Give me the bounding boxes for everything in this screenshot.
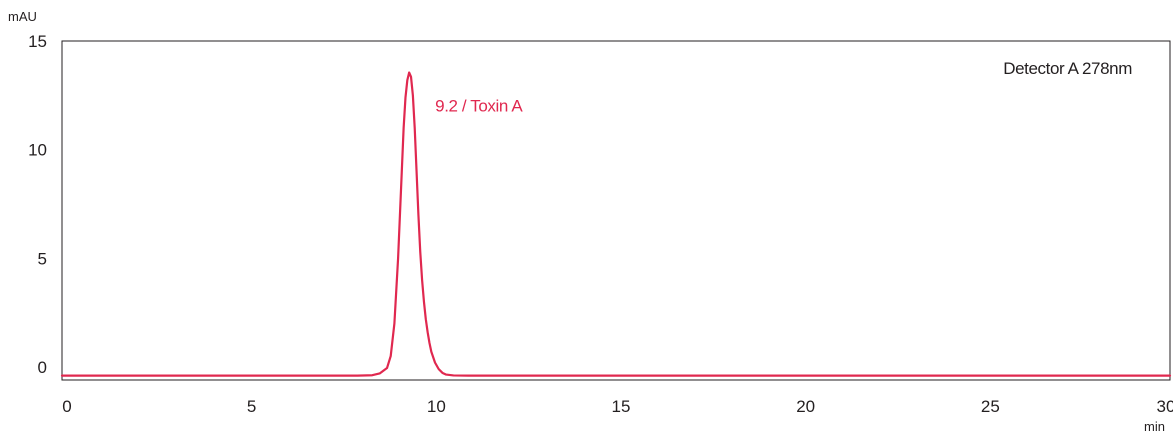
peak-labels: 9.2 / Toxin A — [435, 97, 524, 116]
plot-frame — [61, 40, 1171, 381]
y-tick-label: 5 — [38, 249, 47, 268]
x-axis-unit-label: min — [1144, 419, 1165, 434]
peak-label: 9.2 / Toxin A — [435, 97, 523, 116]
x-axis-ticks: 0 5 10 15 20 25 30 — [62, 397, 1173, 416]
x-tick-label: 0 — [62, 397, 71, 416]
x-tick-label: 30 — [1157, 397, 1173, 416]
x-tick-label: 5 — [247, 397, 256, 416]
y-axis-unit-label: mAU — [8, 9, 37, 24]
y-tick-label: 0 — [38, 358, 47, 377]
y-axis-ticks: 0 5 10 15 — [28, 32, 47, 377]
x-tick-label: 10 — [427, 397, 446, 416]
y-tick-label: 10 — [28, 141, 47, 160]
x-tick-label: 15 — [612, 397, 631, 416]
x-tick-label: 25 — [981, 397, 1000, 416]
series-layer — [60, 71, 1172, 377]
y-tick-label: 15 — [28, 32, 47, 51]
x-tick-label: 20 — [796, 397, 815, 416]
series-line-0 — [60, 71, 1172, 377]
detector-label: Detector A 278nm — [1003, 59, 1132, 78]
